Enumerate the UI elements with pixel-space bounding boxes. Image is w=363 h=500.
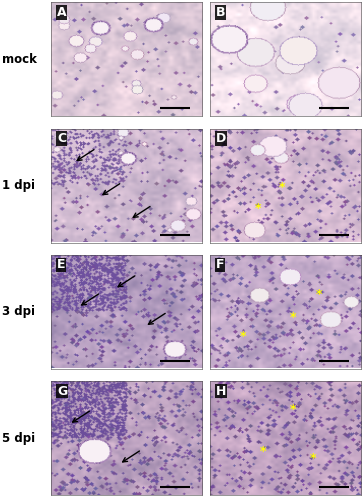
Text: H: H <box>216 384 226 398</box>
Text: C: C <box>57 132 66 145</box>
Text: B: B <box>216 6 225 19</box>
Text: E: E <box>57 258 65 272</box>
Text: 5 dpi: 5 dpi <box>2 432 35 444</box>
Text: *: * <box>290 311 296 324</box>
Text: *: * <box>279 182 286 194</box>
Text: 3 dpi: 3 dpi <box>2 306 35 318</box>
Text: *: * <box>309 452 316 465</box>
Text: *: * <box>240 330 246 344</box>
Text: D: D <box>216 132 226 145</box>
Text: *: * <box>255 202 261 215</box>
Text: *: * <box>290 403 296 416</box>
Text: *: * <box>315 288 322 302</box>
Text: G: G <box>57 384 67 398</box>
Text: *: * <box>260 446 266 458</box>
Text: F: F <box>216 258 224 272</box>
Text: 1 dpi: 1 dpi <box>2 179 35 192</box>
Text: A: A <box>57 6 66 19</box>
Text: mock: mock <box>2 53 37 66</box>
